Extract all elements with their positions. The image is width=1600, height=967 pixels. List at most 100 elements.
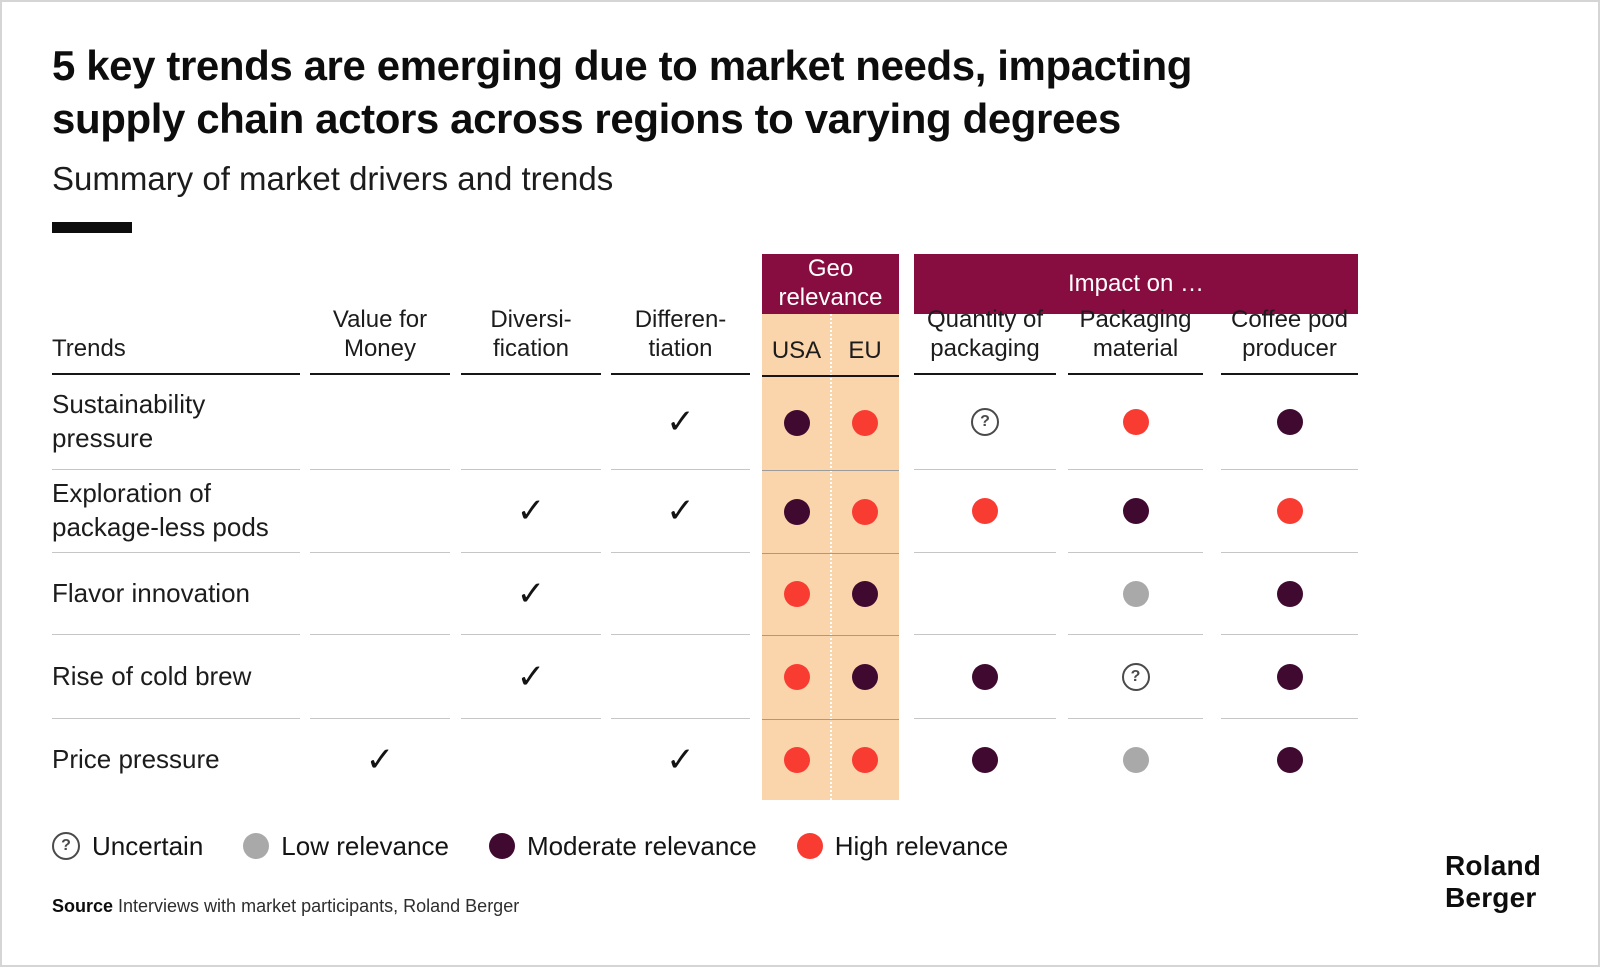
legend-item-moderate: Moderate relevance [488, 830, 757, 862]
uncertain-icon: ? [971, 408, 999, 436]
geo-relevance-band: Geo relevance [762, 254, 914, 314]
relevance-dot [972, 663, 998, 690]
column-header-coffee-pod-producer: Coffee pod producer [1221, 306, 1358, 375]
relevance-dot [852, 746, 878, 773]
check-mark: ✓ [666, 739, 695, 780]
row-separator [762, 719, 899, 720]
check-mark: ✓ [666, 402, 695, 442]
check-cell [310, 553, 461, 635]
check-cell: ✓ [310, 719, 461, 800]
trend-label: Sustainability pressure [52, 375, 310, 470]
trends-table: Geo relevance Impact on … Trends Value f… [52, 254, 1358, 800]
check-cell: ✓ [611, 375, 762, 470]
check-cell [611, 553, 762, 635]
relevance-dot [1122, 746, 1149, 773]
dot-cell-usa [762, 553, 831, 635]
relevance-dot [1122, 580, 1149, 607]
relevance-dot [783, 581, 810, 607]
trend-label: Price pressure [52, 743, 220, 774]
relevance-dot [972, 746, 998, 773]
relevance-dot [972, 498, 998, 524]
legend-item-high: High relevance [796, 830, 1009, 862]
roland-berger-logo: Roland Berger [1445, 850, 1542, 914]
usa-eu-header-underline [762, 375, 899, 377]
dot-cell-usa [762, 470, 831, 553]
relevance-dot [1276, 580, 1303, 607]
dot-cell-quantity [914, 635, 1068, 719]
source-label: Source [52, 896, 114, 916]
relevance-dot [783, 746, 810, 773]
check-cell [310, 470, 461, 553]
check-cell [310, 635, 461, 719]
relevance-dot [852, 581, 878, 607]
dot-cell-producer [1221, 553, 1358, 635]
column-header-eu: EU [848, 337, 882, 365]
legend: ? Uncertain Low relevance Moderate relev… [52, 830, 1008, 862]
check-cell: ✓ [461, 470, 611, 553]
geo-relevance-band-label: Geo relevance [762, 254, 899, 314]
relevance-dot [852, 664, 878, 690]
relevance-dot [852, 409, 878, 436]
dot-cell-eu [831, 470, 914, 553]
dot-cell-eu [831, 719, 914, 800]
row-separator [762, 635, 899, 636]
relevance-dot [1276, 663, 1303, 690]
dot-cell-producer [1221, 375, 1358, 470]
relevance-dot [783, 409, 810, 436]
dot-cell-quantity [914, 470, 1068, 553]
legend-item-low: Low relevance [243, 831, 449, 862]
trend-label: Rise of cold brew [52, 635, 310, 719]
check-mark: ✓ [516, 491, 546, 531]
column-header-quantity-of-packaging: Quantity of packaging [914, 306, 1068, 375]
legend-label: Low relevance [281, 830, 449, 861]
uncertain-icon: ? [52, 832, 80, 860]
check-cell: ✓ [461, 553, 611, 635]
relevance-dot [1276, 409, 1303, 435]
relevance-dot [1276, 498, 1303, 524]
relevance-dot [1122, 498, 1149, 524]
uncertain-icon: ? [1121, 662, 1150, 691]
title-accent-bar [52, 222, 132, 233]
check-mark: ✓ [516, 573, 546, 614]
relevance-dot [783, 498, 810, 525]
check-cell: ✓ [611, 719, 762, 800]
usa-eu-divider [830, 314, 832, 800]
dot-cell-quantity [914, 719, 1068, 800]
relevance-dot [1122, 409, 1149, 435]
check-cell: ✓ [461, 635, 611, 719]
dot-cell-eu [831, 375, 914, 470]
dot-cell-producer [1221, 470, 1358, 553]
column-header-value-for-money: Value for Money [310, 306, 461, 375]
dot-cell-material [1068, 553, 1221, 635]
dot-cell-material [1068, 719, 1221, 800]
check-mark: ✓ [666, 491, 695, 531]
legend-item-uncertain: ? Uncertain [52, 831, 203, 862]
legend-label: High relevance [834, 830, 1009, 861]
check-cell [461, 375, 611, 470]
impact-on-band: Impact on … [914, 254, 1358, 314]
dot-cell-material [1068, 375, 1221, 470]
check-cell [310, 375, 461, 470]
check-mark: ✓ [516, 656, 546, 697]
column-header-differentiation: Differen- tiation [611, 306, 762, 375]
relevance-dot [1276, 746, 1303, 773]
dot-cell-producer [1221, 635, 1358, 719]
column-header-packaging-material: Packaging material [1068, 306, 1221, 375]
trend-label: Exploration of package-less pods [52, 470, 310, 553]
relevance-dot [852, 498, 878, 525]
legend-label: Moderate relevance [526, 830, 757, 861]
row-separator [762, 470, 899, 471]
source-text: Interviews with market participants, Rol… [113, 896, 520, 916]
high-relevance-dot-icon [796, 833, 823, 859]
row-separator [762, 553, 899, 554]
dot-cell-material [1068, 470, 1221, 553]
dot-cell-usa [762, 719, 831, 800]
check-mark: ✓ [365, 739, 395, 780]
check-cell [461, 719, 611, 800]
band-spacer [52, 254, 762, 314]
dot-cell-quantity: ? [914, 375, 1068, 470]
source-note: Source Interviews with market participan… [52, 896, 519, 917]
check-cell [611, 635, 762, 719]
trend-label: Flavor innovation [52, 553, 310, 635]
